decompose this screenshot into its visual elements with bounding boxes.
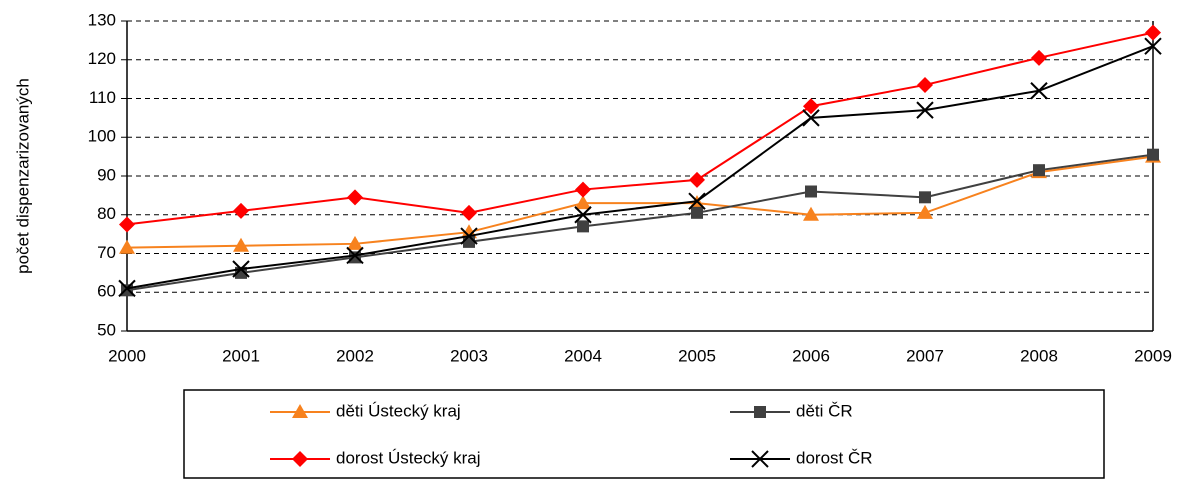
x-tick-label: 2003 (450, 346, 488, 365)
marker (575, 181, 591, 198)
series-line (126, 31, 1154, 226)
y-tick-label: 110 (89, 88, 116, 107)
legend-label: děti ČR (796, 401, 853, 420)
marker (688, 192, 706, 210)
marker (121, 284, 133, 297)
marker (917, 204, 933, 219)
marker (917, 76, 933, 93)
marker (803, 206, 819, 221)
y-tick-label: 50 (97, 320, 116, 339)
marker (1030, 82, 1048, 100)
marker (575, 195, 591, 210)
legend-label: děti Ústecký kraj (336, 401, 461, 420)
y-tick-label: 90 (97, 165, 116, 184)
marker (691, 206, 703, 219)
x-tick-label: 2002 (336, 346, 374, 365)
legend-box (183, 389, 1105, 479)
x-tick-label: 2006 (792, 346, 830, 365)
marker (232, 260, 250, 278)
x-tick-label: 2009 (1134, 346, 1172, 365)
marker (1033, 164, 1045, 177)
marker (119, 239, 135, 254)
x-tick-label: 2000 (108, 346, 146, 365)
series-line (126, 155, 1154, 249)
y-axis-label: počet dispenzarizovaných (13, 78, 32, 274)
marker (118, 279, 136, 298)
marker (233, 202, 249, 219)
marker (1145, 24, 1161, 41)
marker (346, 246, 364, 265)
series-line (126, 153, 1154, 292)
marker (347, 189, 363, 206)
y-tick-label: 70 (97, 243, 116, 262)
y-tick-label: 100 (88, 127, 116, 146)
legend-label: dorost Ústecký kraj (336, 448, 481, 467)
x-tick-label: 2001 (222, 346, 260, 365)
x-tick-label: 2005 (678, 346, 716, 365)
marker (347, 235, 363, 250)
marker (689, 171, 705, 188)
marker (461, 204, 477, 221)
marker (349, 251, 361, 264)
marker (574, 206, 592, 224)
x-tick-label: 2004 (564, 346, 602, 365)
marker (292, 451, 308, 467)
marker (292, 404, 308, 418)
marker (577, 220, 589, 233)
marker (460, 227, 478, 245)
marker (803, 98, 819, 115)
y-tick-label: 80 (97, 204, 116, 223)
marker (119, 216, 135, 233)
marker (233, 237, 249, 252)
x-tick-label: 2008 (1020, 346, 1058, 365)
marker (802, 109, 820, 127)
y-tick-label: 130 (88, 10, 116, 29)
marker (916, 101, 934, 119)
marker (1031, 49, 1047, 66)
x-tick-label: 2007 (906, 346, 944, 365)
marker (1147, 148, 1159, 161)
marker (805, 185, 817, 198)
legend-label: dorost ČR (796, 448, 873, 467)
marker (919, 191, 931, 204)
marker (754, 406, 766, 418)
marker (1144, 37, 1162, 55)
y-tick-label: 120 (88, 49, 116, 68)
series-line (126, 45, 1154, 290)
y-tick-label: 60 (97, 282, 116, 301)
marker (751, 450, 769, 468)
